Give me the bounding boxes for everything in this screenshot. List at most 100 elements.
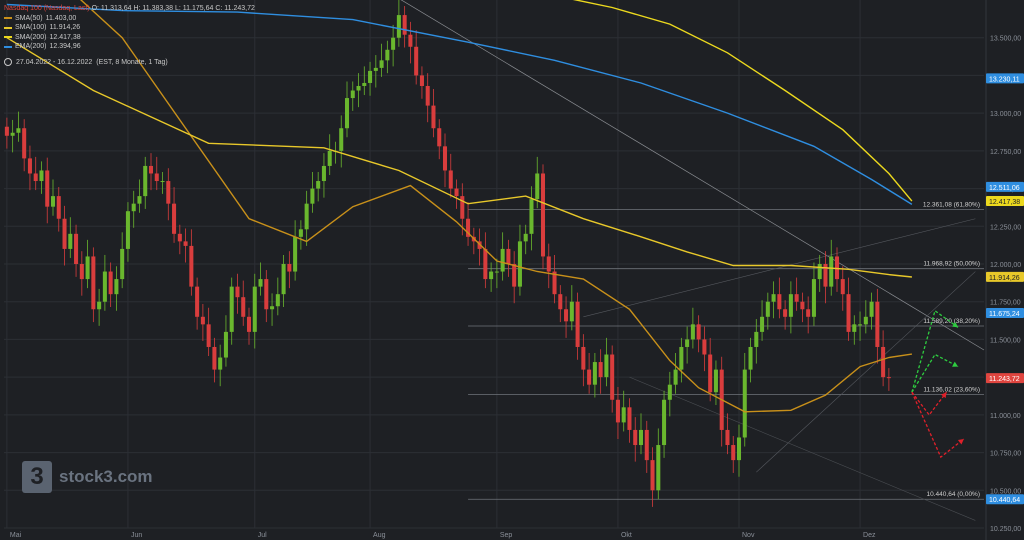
fib-level-label: 11.136,02 (23,60%) (923, 386, 980, 393)
candle-body (736, 437, 742, 461)
candle-body (125, 211, 130, 249)
legend-value: 12.394,96 (49, 43, 81, 50)
fib-level-label: 12.361,08 (61,80%) (923, 202, 980, 209)
candle-body (679, 346, 684, 370)
candle-body (713, 369, 718, 393)
candle-body (869, 301, 874, 317)
candle-body (419, 75, 424, 86)
candle-body (742, 369, 747, 438)
candle-body (696, 324, 701, 340)
candle-body (287, 264, 292, 272)
candle-body (45, 170, 50, 207)
stock3-logo: 3 stock3.com (22, 461, 153, 493)
channel-line (756, 271, 976, 473)
candle-body (834, 256, 840, 280)
candle-body (120, 248, 125, 280)
candle-body (408, 34, 413, 47)
price-tick-label: 12.000,00 (990, 262, 1021, 269)
candlesticks (4, 0, 891, 507)
candle-body (10, 132, 15, 136)
candle-body (858, 324, 863, 326)
candle-body (529, 199, 534, 234)
price-tag (986, 73, 1024, 84)
candle-body (50, 196, 56, 207)
time-tick-label: Sep (500, 532, 513, 539)
candle-body (633, 429, 638, 446)
candle-body (425, 85, 430, 106)
price-tick-label: 13.500,00 (990, 36, 1021, 43)
legend-value: 11.914,26 (49, 24, 81, 31)
candle-body (806, 309, 811, 317)
candle-body (177, 233, 182, 242)
price-tag (986, 181, 1024, 192)
candle-body (708, 354, 713, 393)
legend-label: SMA(50) (15, 14, 43, 22)
period-text: (EST, 8 Monate, 1 Tag) (96, 58, 168, 66)
candle-body (148, 165, 154, 174)
candle-body (4, 126, 9, 136)
legend-row-ema200: EMA(200) 12.394,96 (4, 42, 255, 52)
price-tag (986, 307, 1024, 318)
candle-body (466, 218, 471, 237)
candle-body (321, 165, 326, 182)
price-tag (986, 373, 1024, 384)
candle-body (241, 297, 246, 317)
candle-body (535, 173, 540, 200)
candle-body (783, 309, 788, 317)
fib-level-label: 11.968,92 (50,00%) (923, 261, 980, 268)
candle-body (598, 362, 603, 378)
candle-body (760, 316, 765, 332)
candle-body (673, 369, 678, 385)
candle-body (731, 445, 736, 461)
legend-value: 12.417,38 (49, 33, 81, 41)
candle-body (829, 256, 834, 287)
candle-body (448, 170, 453, 189)
price-tick-label: 10.500,00 (990, 488, 1021, 495)
candle-body (615, 399, 620, 423)
time-axis: Mai Jun Jul Aug Sep Okt Nov Dez (10, 532, 876, 539)
candle-body (558, 294, 563, 310)
candle-body (702, 339, 707, 355)
channel-line (629, 376, 976, 521)
candle-body (264, 279, 269, 310)
candle-body (373, 67, 378, 71)
candle-body (143, 165, 148, 197)
candle-body (414, 46, 419, 76)
price-tick-label: 12.750,00 (990, 149, 1021, 156)
candle-body (344, 98, 350, 129)
candle-body (656, 445, 661, 491)
candle-body (391, 37, 396, 50)
candle-body (293, 236, 298, 272)
moving-average-line-ema200 (6, 3, 913, 205)
candle-body (131, 203, 136, 212)
candle-body (800, 301, 805, 310)
time-tick-label: Jun (131, 532, 142, 539)
price-tag (986, 271, 1024, 282)
fibonacci-levels: 12.361,08 (61,80%) 11.968,92 (50,00%) 11.5… (468, 202, 984, 500)
moving-averages (6, 0, 913, 413)
legend-value: 11.403,00 (45, 14, 77, 22)
candle-body (771, 294, 776, 302)
moving-average-line-sma100 (6, 37, 912, 278)
candle-body (604, 354, 609, 378)
legend-row-sma100: SMA(100) 11.914,26 (4, 23, 255, 33)
candle-body (517, 241, 522, 287)
candle-body (154, 173, 159, 182)
candle-body (402, 15, 407, 35)
price-tick-label: 10.250,00 (990, 526, 1021, 533)
price-tag-label: 12.417,38 (989, 199, 1020, 206)
candle-body (581, 346, 586, 370)
price-tag-label: 10.440,64 (989, 497, 1020, 504)
clock-icon (4, 57, 12, 66)
candle-body (569, 301, 574, 322)
candle-body (886, 377, 891, 379)
candle-body (667, 384, 672, 400)
price-tick-label: 13.000,00 (990, 111, 1021, 118)
candle-body (442, 146, 448, 171)
candle-body (552, 271, 557, 295)
candle-body (638, 429, 644, 446)
candle-body (252, 286, 257, 332)
candle-body (823, 264, 828, 287)
candle-body (281, 264, 286, 295)
